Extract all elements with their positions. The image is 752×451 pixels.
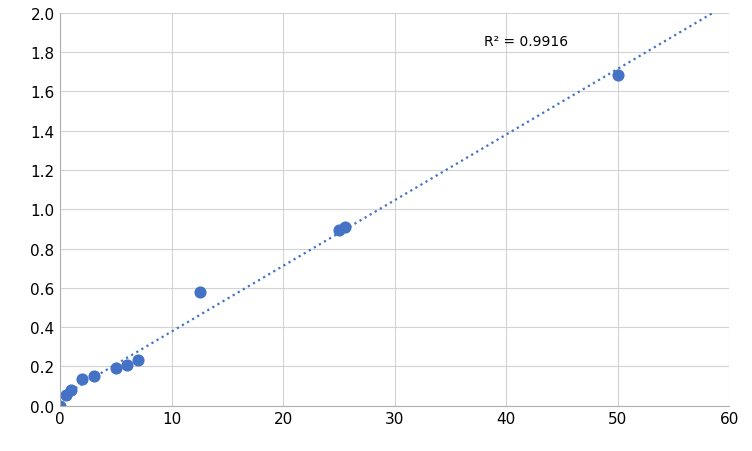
Point bbox=[338, 224, 350, 231]
Point bbox=[110, 365, 122, 372]
Point bbox=[65, 387, 77, 394]
Point bbox=[612, 73, 624, 80]
Point bbox=[87, 373, 99, 380]
Point bbox=[121, 361, 133, 368]
Text: R² = 0.9916: R² = 0.9916 bbox=[484, 35, 569, 49]
Point bbox=[59, 391, 71, 399]
Point bbox=[77, 376, 89, 383]
Point bbox=[193, 289, 205, 296]
Point bbox=[132, 356, 144, 364]
Point bbox=[54, 402, 66, 410]
Point bbox=[333, 227, 345, 234]
